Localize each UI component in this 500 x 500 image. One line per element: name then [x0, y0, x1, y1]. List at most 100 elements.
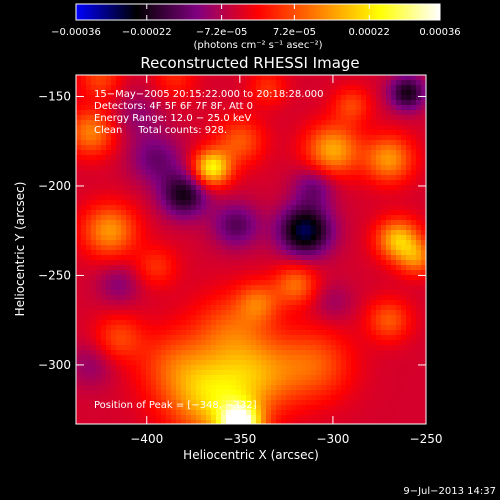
heatmap-cell — [246, 175, 252, 181]
heatmap-cell — [191, 285, 197, 291]
heatmap-cell — [281, 80, 287, 86]
heatmap-cell — [386, 165, 392, 171]
heatmap-cell — [381, 390, 387, 396]
heatmap-cell — [371, 170, 377, 176]
heatmap-cell — [171, 115, 177, 121]
heatmap-cell — [356, 320, 362, 326]
heatmap-cell — [231, 130, 237, 136]
heatmap-cell — [201, 150, 207, 156]
heatmap-cell — [256, 320, 262, 326]
heatmap-cell — [91, 395, 97, 401]
heatmap-cell — [341, 345, 347, 351]
heatmap-cell — [91, 315, 97, 321]
heatmap-cell — [411, 415, 417, 421]
heatmap-cell — [196, 355, 202, 361]
heatmap-cell — [356, 190, 362, 196]
heatmap-cell — [381, 360, 387, 366]
heatmap-cell — [146, 360, 152, 366]
heatmap-cell — [191, 190, 197, 196]
heatmap-cell — [356, 235, 362, 241]
heatmap-cell — [291, 150, 297, 156]
heatmap-cell — [171, 140, 177, 146]
heatmap-cell — [271, 200, 277, 206]
heatmap-cell — [246, 215, 252, 221]
heatmap-cell — [276, 330, 282, 336]
heatmap-cell — [291, 325, 297, 331]
heatmap-cell — [236, 415, 242, 421]
heatmap-cell — [146, 200, 152, 206]
heatmap-cell — [131, 120, 137, 126]
heatmap-cell — [356, 290, 362, 296]
heatmap-cell — [201, 180, 207, 186]
heatmap-cell — [321, 380, 327, 386]
heatmap-cell — [361, 300, 367, 306]
heatmap-cell — [376, 90, 382, 96]
heatmap-cell — [276, 405, 282, 411]
heatmap-cell — [106, 355, 112, 361]
heatmap-cell — [326, 360, 332, 366]
heatmap-cell — [341, 80, 347, 86]
heatmap-cell — [131, 320, 137, 326]
heatmap-cell — [361, 145, 367, 151]
heatmap-cell — [301, 285, 307, 291]
heatmap-cell — [261, 235, 267, 241]
heatmap-cell — [236, 295, 242, 301]
heatmap-cell — [221, 345, 227, 351]
heatmap-cell — [396, 315, 402, 321]
heatmap-cell — [416, 260, 422, 266]
heatmap-cell — [376, 410, 382, 416]
heatmap-cell — [91, 345, 97, 351]
heatmap-cell — [371, 155, 377, 161]
heatmap-cell — [171, 120, 177, 126]
heatmap-cell — [336, 415, 342, 421]
heatmap-cell — [171, 145, 177, 151]
heatmap-cell — [191, 385, 197, 391]
heatmap-cell — [281, 310, 287, 316]
heatmap-cell — [156, 240, 162, 246]
heatmap-cell — [386, 155, 392, 161]
heatmap-cell — [266, 235, 272, 241]
heatmap-cell — [296, 245, 302, 251]
heatmap-cell — [121, 315, 127, 321]
heatmap-cell — [301, 100, 307, 106]
heatmap-cell — [156, 380, 162, 386]
heatmap-cell — [146, 380, 152, 386]
heatmap-cell — [286, 100, 292, 106]
heatmap-cell — [156, 315, 162, 321]
heatmap-cell — [76, 140, 82, 146]
heatmap-cell — [121, 335, 127, 341]
heatmap-cell — [256, 265, 262, 271]
heatmap-cell — [111, 135, 117, 141]
heatmap-cell — [366, 415, 372, 421]
heatmap-cell — [306, 235, 312, 241]
heatmap-cell — [386, 370, 392, 376]
heatmap-cell — [291, 270, 297, 276]
heatmap-cell — [206, 145, 212, 151]
heatmap-cell — [306, 385, 312, 391]
heatmap-cell — [181, 275, 187, 281]
heatmap-cell — [86, 205, 92, 211]
heatmap-cell — [421, 115, 427, 121]
heatmap-cell — [91, 105, 97, 111]
heatmap-cell — [106, 405, 112, 411]
heatmap-cell — [321, 305, 327, 311]
heatmap-cell — [186, 420, 192, 425]
heatmap-cell — [196, 290, 202, 296]
heatmap-cell — [141, 345, 147, 351]
heatmap-cell — [141, 195, 147, 201]
heatmap-cell — [106, 375, 112, 381]
heatmap-cell — [346, 370, 352, 376]
heatmap-cell — [211, 110, 217, 116]
heatmap-cell — [341, 330, 347, 336]
heatmap-cell — [186, 195, 192, 201]
heatmap-cell — [231, 250, 237, 256]
heatmap-cell — [206, 165, 212, 171]
heatmap-cell — [316, 80, 322, 86]
heatmap-cell — [121, 230, 127, 236]
heatmap-cell — [406, 230, 412, 236]
heatmap-cell — [101, 110, 107, 116]
heatmap-cell — [256, 310, 262, 316]
heatmap-cell — [206, 75, 212, 81]
heatmap-cell — [416, 205, 422, 211]
heatmap-cell — [416, 355, 422, 361]
